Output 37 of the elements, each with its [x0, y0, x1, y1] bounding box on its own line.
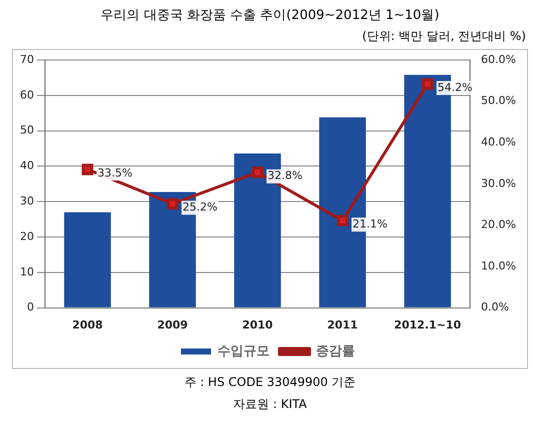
y-tick-label: 60: [20, 88, 34, 102]
y-tick-label: 20: [20, 230, 34, 243]
point: [252, 166, 264, 178]
x-tick-label: 2012.1~10: [394, 318, 462, 332]
y-tick-label: 40: [20, 159, 34, 172]
y2-tick-label: 60.0%: [481, 52, 516, 66]
x-tick-label: 2010: [242, 318, 274, 332]
y-tick-label: 70: [20, 52, 34, 66]
y-tick-label: 30: [20, 194, 34, 208]
x-tick-label: 2009: [157, 318, 188, 332]
x-tick-label: 2008: [72, 318, 103, 332]
legend-label: 수입규모: [218, 344, 270, 359]
data-label: 33.5%: [98, 166, 132, 180]
y2-tick-label: 50.0%: [481, 94, 516, 108]
chart-title: 우리의 대중국 화장품 수출 추이(2009~2012년 1~10월): [100, 7, 440, 24]
x-tick-label: 2011: [327, 318, 358, 332]
y2-tick-label: 10.0%: [481, 259, 516, 272]
data-label: 32.8%: [268, 169, 302, 182]
text: 주 : HS CODE 33049900 기준: [183, 374, 357, 391]
y2-tick-label: 20.0%: [481, 218, 516, 232]
text: 자료원 : KITA: [232, 396, 308, 413]
point: [82, 164, 94, 176]
bar: [64, 212, 111, 308]
data-label: 25.2%: [182, 200, 218, 214]
point: [422, 78, 434, 90]
y2-tick-label: 30.0%: [481, 176, 516, 190]
y2-tick-label: 0.0%: [481, 300, 510, 314]
y-tick-label: 10: [20, 265, 34, 278]
data-label: 21.1%: [352, 218, 388, 231]
y2-tick-label: 40.0%: [481, 135, 516, 148]
point: [336, 214, 348, 226]
legend-label: 증감률: [316, 344, 355, 359]
y-tick-label: 50: [20, 124, 34, 137]
chart-subtitle: (단위: 백만 달러, 전년대비 %): [361, 28, 526, 45]
y-tick-label: 0: [26, 300, 34, 314]
point: [166, 198, 178, 210]
data-label: 54.2%: [438, 80, 473, 94]
